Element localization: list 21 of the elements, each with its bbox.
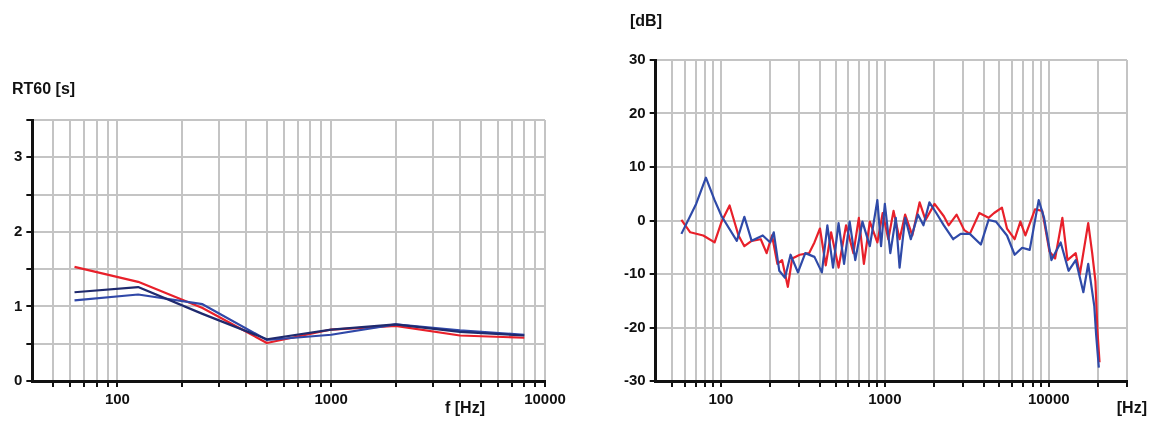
x-tick-label: 10000 <box>1027 390 1070 408</box>
x-tick-label: 10000 <box>524 390 566 408</box>
y-tick-label: 0 <box>637 210 646 228</box>
y-tick-label: 10 <box>628 157 646 175</box>
y-tick-label: 1 <box>14 296 23 314</box>
y-tick-label: -20 <box>623 317 646 335</box>
y-tick-label: -30 <box>623 371 646 389</box>
x-tick-label: 1000 <box>314 390 348 408</box>
x-tick-label: 1000 <box>868 390 902 408</box>
y-tick-label: 0 <box>14 371 23 389</box>
y-tick-label: 2 <box>14 222 23 239</box>
y-axis-title: [dB] <box>630 12 662 30</box>
y-tick-label: 20 <box>628 103 646 121</box>
x-tick-label: 100 <box>104 390 130 408</box>
y-tick-label: -10 <box>623 264 646 282</box>
x-axis-title: [Hz] <box>1116 399 1147 417</box>
y-tick-label: 30 <box>628 50 646 68</box>
x-tick-label: 100 <box>708 390 734 408</box>
y-axis-title: RT60 [s] <box>12 80 76 98</box>
x-axis-title: f [Hz] <box>445 399 485 417</box>
y-tick-label: 3 <box>14 147 23 165</box>
